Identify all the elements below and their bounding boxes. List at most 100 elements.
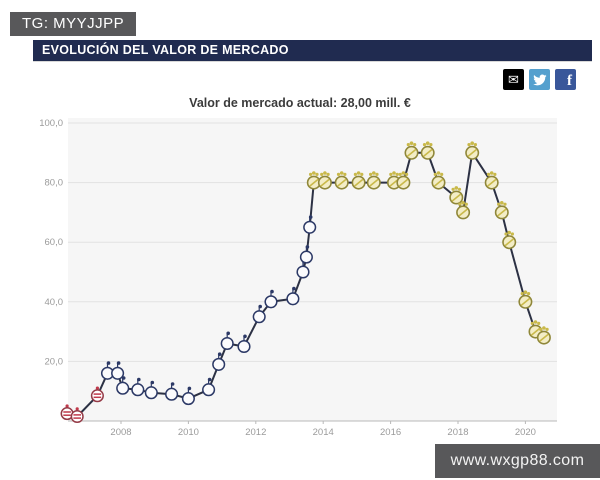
club-crest-marker-real-madrid[interactable] [306, 171, 321, 190]
club-crest-marker-real-madrid[interactable] [317, 171, 332, 190]
x-axis-tick-label: 2016 [380, 427, 401, 438]
crest-band [486, 178, 497, 187]
club-crest-marker-tottenham[interactable] [252, 304, 266, 324]
crown-icon [425, 141, 430, 145]
club-crest-marker-tottenham[interactable] [264, 289, 278, 309]
club-crest-marker-real-madrid[interactable] [465, 141, 480, 160]
crown-icon [500, 201, 504, 205]
share-buttons: ✉ f [503, 69, 576, 90]
crown-icon [470, 141, 474, 145]
y-axis-tick-label: 100,0 [39, 118, 63, 129]
crown-icon [497, 202, 501, 206]
crown-icon [489, 171, 494, 175]
crown-icon [545, 327, 549, 331]
crest-band [336, 178, 347, 187]
x-axis-tick-label: 2010 [178, 427, 199, 438]
cockerel-icon [270, 289, 274, 294]
club-crest-marker-real-madrid[interactable] [518, 290, 533, 309]
crest-band [530, 327, 541, 336]
crown-icon [542, 326, 546, 330]
crown-icon [504, 232, 508, 236]
club-crest-marker-southampton[interactable] [70, 407, 84, 424]
club-crest-marker-tottenham[interactable] [111, 361, 125, 380]
facebook-share-icon[interactable]: f [555, 69, 576, 90]
crown-icon [372, 171, 376, 175]
crown-icon [422, 143, 427, 147]
market-value-line-chart[interactable]: 100,0 80,0 60,0 40,0 20,0 2008 2010 2012 2014 201… [35, 112, 565, 447]
crest-band [520, 297, 531, 307]
crest-top-icon [75, 407, 79, 411]
club-crest-marker-real-madrid[interactable] [396, 171, 411, 190]
mail-share-icon[interactable]: ✉ [503, 69, 524, 90]
club-crest-marker-real-madrid[interactable] [502, 230, 517, 250]
cockerel-icon [121, 376, 126, 380]
club-crest-marker-tottenham[interactable] [181, 386, 195, 406]
crest-band [451, 193, 462, 202]
market-value-chart[interactable]: 100,0 80,0 60,0 40,0 20,0 2008 2010 2012 2014 201… [35, 112, 565, 447]
y-axis-tick-label: 60,0 [45, 237, 64, 248]
cockerel-icon [305, 245, 310, 249]
cockerel-icon [217, 352, 222, 356]
crown-icon [315, 172, 319, 176]
crest-band [433, 178, 444, 187]
club-crest-marker-real-madrid[interactable] [494, 201, 509, 220]
club-crest-marker-real-madrid[interactable] [366, 171, 381, 190]
current-market-value-label: Valor de mercado actual: 28,00 mill. € [189, 96, 411, 110]
club-crest-marker-southampton[interactable] [90, 386, 104, 403]
crown-icon [454, 186, 459, 190]
club-crest-marker-tottenham[interactable] [220, 331, 234, 351]
club-crest-marker-tottenham[interactable] [286, 286, 300, 306]
crown-icon [486, 172, 491, 176]
crown-icon [507, 230, 511, 235]
crown-icon [360, 172, 364, 176]
crown-icon [457, 187, 462, 191]
cockerel-icon [226, 331, 230, 336]
crown-icon [464, 202, 468, 206]
page-title: EVOLUCIÓN DEL VALOR DE MERCADO [42, 43, 289, 57]
crest-shield [220, 336, 234, 351]
club-crest-marker-tottenham[interactable] [299, 245, 313, 264]
club-crest-marker-real-madrid[interactable] [420, 141, 435, 160]
crown-icon [433, 172, 437, 176]
cockerel-icon [308, 215, 313, 219]
club-crest-marker-tottenham[interactable] [237, 334, 251, 354]
club-crest-marker-real-madrid[interactable] [536, 326, 551, 345]
club-crest-marker-real-madrid[interactable] [449, 186, 464, 205]
club-crest-marker-tottenham[interactable] [131, 377, 145, 397]
crown-icon [520, 292, 524, 296]
club-crest-marker-tottenham[interactable] [165, 382, 179, 401]
crest-shield [264, 295, 278, 309]
club-crest-marker-tottenham[interactable] [202, 377, 216, 397]
cockerel-icon [258, 304, 262, 309]
club-crest-marker-real-madrid[interactable] [334, 171, 349, 190]
crown-icon [503, 202, 507, 206]
club-crest-marker-tottenham[interactable] [303, 215, 317, 234]
twitter-share-icon[interactable] [529, 69, 550, 90]
crown-icon [461, 201, 465, 205]
club-crest-marker-real-madrid[interactable] [484, 171, 499, 190]
club-crest-marker-real-madrid[interactable] [404, 141, 419, 160]
club-crest-marker-tottenham[interactable] [212, 352, 226, 371]
crown-icon [369, 172, 373, 176]
cockerel-icon [150, 380, 155, 385]
club-crest-marker-tottenham[interactable] [144, 380, 158, 400]
crest-shield [299, 250, 313, 264]
cockerel-icon [170, 382, 175, 386]
crest-shield [296, 265, 310, 279]
club-crest-marker-real-madrid[interactable] [351, 171, 366, 190]
crest-band [353, 178, 364, 187]
club-crest-marker-tottenham[interactable] [116, 376, 130, 395]
crown-icon [467, 143, 471, 147]
crown-icon [458, 202, 462, 206]
crown-icon [530, 321, 534, 325]
crest-shield [212, 357, 226, 371]
club-crest-marker-real-madrid[interactable] [456, 201, 471, 220]
twitter-bird-icon [532, 73, 547, 85]
crown-icon [537, 321, 541, 325]
crown-icon [375, 172, 379, 176]
crest-top-icon [95, 386, 99, 390]
crest-shield [303, 220, 317, 234]
cockerel-icon [116, 361, 121, 365]
club-crest-marker-real-madrid[interactable] [431, 171, 446, 190]
y-axis-tick-label: 20,0 [45, 356, 64, 367]
